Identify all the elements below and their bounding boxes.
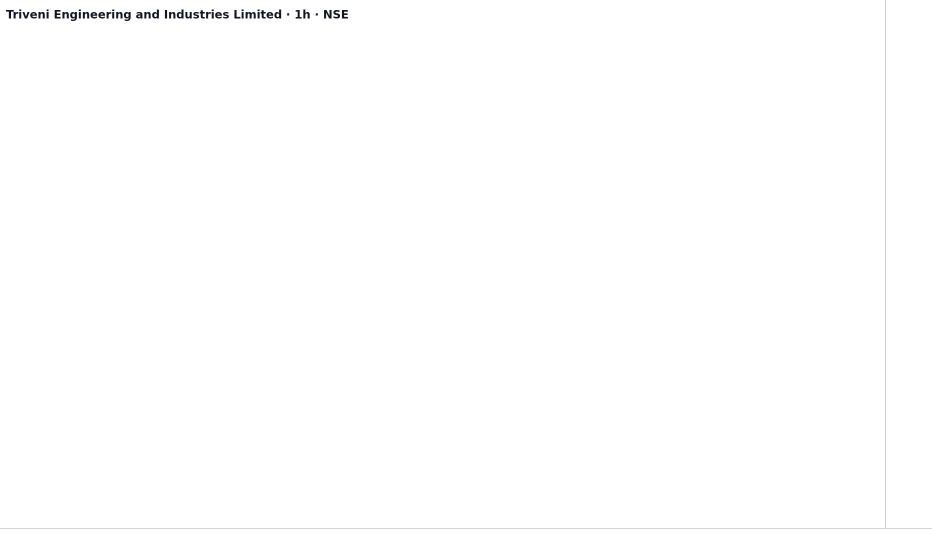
chart-title: Triveni Engineering and Industries Limit… <box>6 8 349 22</box>
